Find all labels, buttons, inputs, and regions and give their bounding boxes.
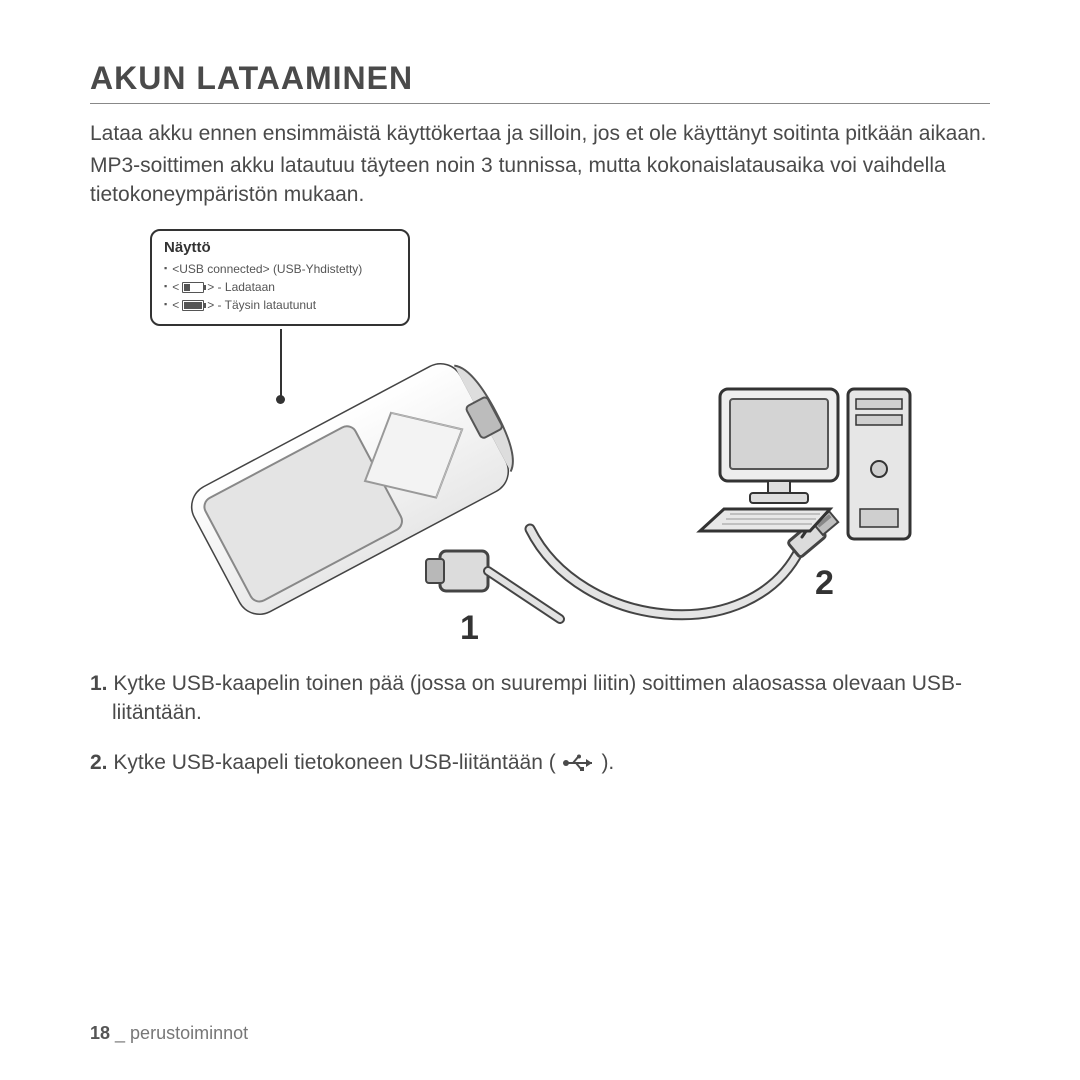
display-status-usb: <USB connected> (USB-Yhdistetty)	[164, 260, 396, 278]
step-2-text-b: ).	[601, 751, 614, 774]
step-2-number: 2.	[90, 751, 108, 774]
diagram-callout-2: 2	[815, 564, 834, 603]
connection-diagram: Näyttö <USB connected> (USB-Yhdistetty) …	[150, 229, 910, 659]
page-number: 18	[90, 1023, 110, 1043]
callout-leader-dot	[276, 395, 285, 404]
display-status-charging: < > - Ladataan	[164, 278, 396, 296]
battery-full-icon	[182, 300, 204, 311]
page-title: AKUN LATAAMINEN	[90, 60, 990, 104]
computer-illustration	[690, 369, 920, 559]
display-status-full: < > - Täysin latautunut	[164, 296, 396, 314]
display-heading: Näyttö	[164, 239, 396, 256]
instruction-steps: 1. Kytke USB-kaapelin toinen pää (jossa …	[90, 669, 990, 777]
intro-paragraph-2: MP3-soittimen akku latautuu täyteen noin…	[90, 152, 990, 209]
section-name: perustoiminnot	[130, 1023, 248, 1043]
footer-separator: _	[110, 1023, 130, 1043]
diagram-callout-1: 1	[460, 609, 479, 648]
usb-symbol-icon	[562, 754, 596, 772]
step-1-text: Kytke USB-kaapelin toinen pää (jossa on …	[108, 672, 962, 724]
step-2-text-a: Kytke USB-kaapeli tietokoneen USB-liitän…	[108, 751, 562, 774]
display-callout-box: Näyttö <USB connected> (USB-Yhdistetty) …	[150, 229, 410, 326]
mp3-player-illustration	[140, 339, 570, 649]
step-1: 1. Kytke USB-kaapelin toinen pää (jossa …	[90, 669, 990, 728]
page-footer: 18 _ perustoiminnot	[90, 1023, 248, 1044]
step-1-number: 1.	[90, 672, 108, 695]
step-2: 2. Kytke USB-kaapeli tietokoneen USB-lii…	[90, 748, 990, 777]
intro-paragraph-1: Lataa akku ennen ensimmäistä käyttökerta…	[90, 120, 990, 148]
callout-leader-line	[280, 329, 282, 399]
battery-charging-icon	[182, 282, 204, 293]
manual-page: AKUN LATAAMINEN Lataa akku ennen ensimmä…	[0, 0, 1080, 1080]
